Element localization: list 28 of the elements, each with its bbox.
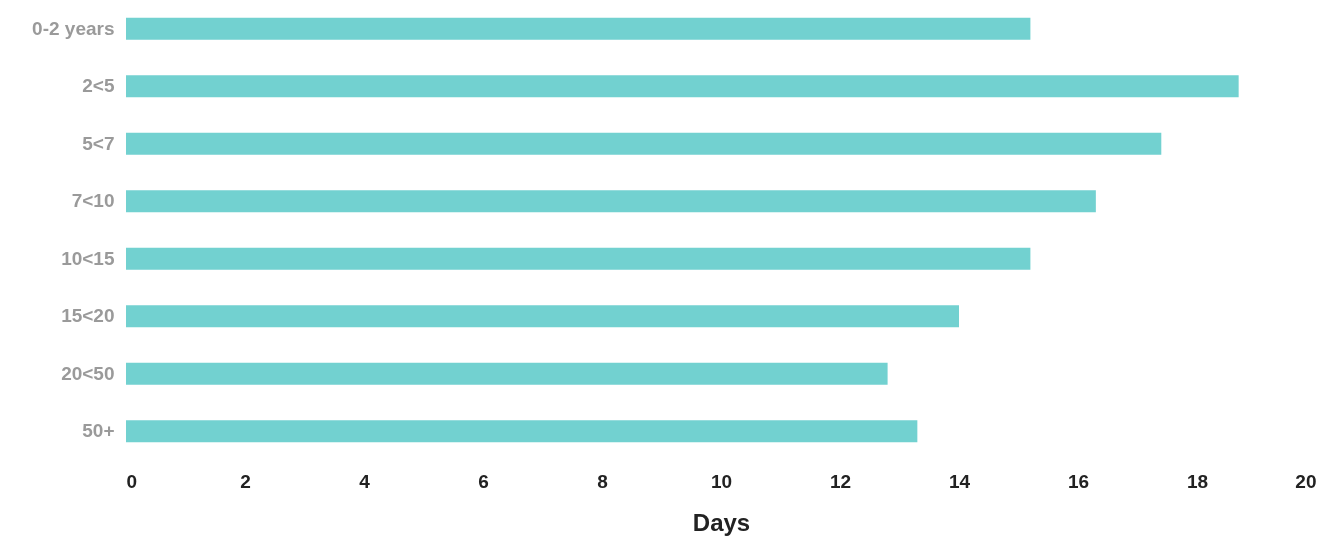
x-tick-label: 16 <box>1067 470 1090 492</box>
x-tick-label: 14 <box>948 470 971 492</box>
y-tick-label: 20<50 <box>61 362 115 384</box>
bar <box>126 420 918 443</box>
bar <box>126 132 1162 155</box>
x-tick-label: 8 <box>597 470 608 492</box>
bar <box>126 247 1031 270</box>
x-tick-label: 0 <box>126 470 138 492</box>
bar <box>126 190 1096 213</box>
x-tick-label: 10 <box>710 470 733 492</box>
bar <box>126 305 959 328</box>
x-tick-label: 6 <box>478 470 489 492</box>
x-axis-title: Days <box>692 508 751 536</box>
y-tick-label: 50+ <box>82 420 115 442</box>
bar <box>126 75 1239 98</box>
x-tick-label: 4 <box>359 470 371 492</box>
y-tick-label: 10<15 <box>61 247 115 269</box>
bar <box>126 362 888 385</box>
bar <box>126 17 1031 40</box>
y-tick-label: 7<10 <box>71 190 115 212</box>
x-tick-label: 2 <box>240 470 251 492</box>
x-tick-label: 12 <box>829 470 852 492</box>
y-tick-label: 5<7 <box>82 132 115 154</box>
x-tick-label: 18 <box>1186 470 1209 492</box>
y-tick-label: 2<5 <box>82 75 115 97</box>
y-tick-label: 0-2 years <box>32 17 115 39</box>
y-tick-label: 15<20 <box>61 305 115 327</box>
x-tick-label: 20 <box>1295 470 1317 492</box>
